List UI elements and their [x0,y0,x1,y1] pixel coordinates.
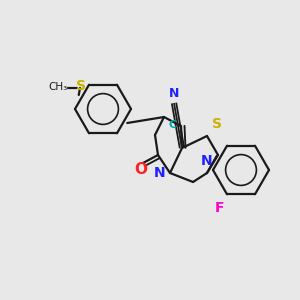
Text: F: F [215,201,225,215]
Text: C: C [169,119,177,130]
Text: N: N [153,166,165,180]
Text: S: S [76,79,86,93]
Text: S: S [212,117,222,131]
Text: CH₃: CH₃ [48,82,68,92]
Text: N: N [201,154,213,168]
Text: O: O [134,163,148,178]
Text: N: N [169,87,179,100]
